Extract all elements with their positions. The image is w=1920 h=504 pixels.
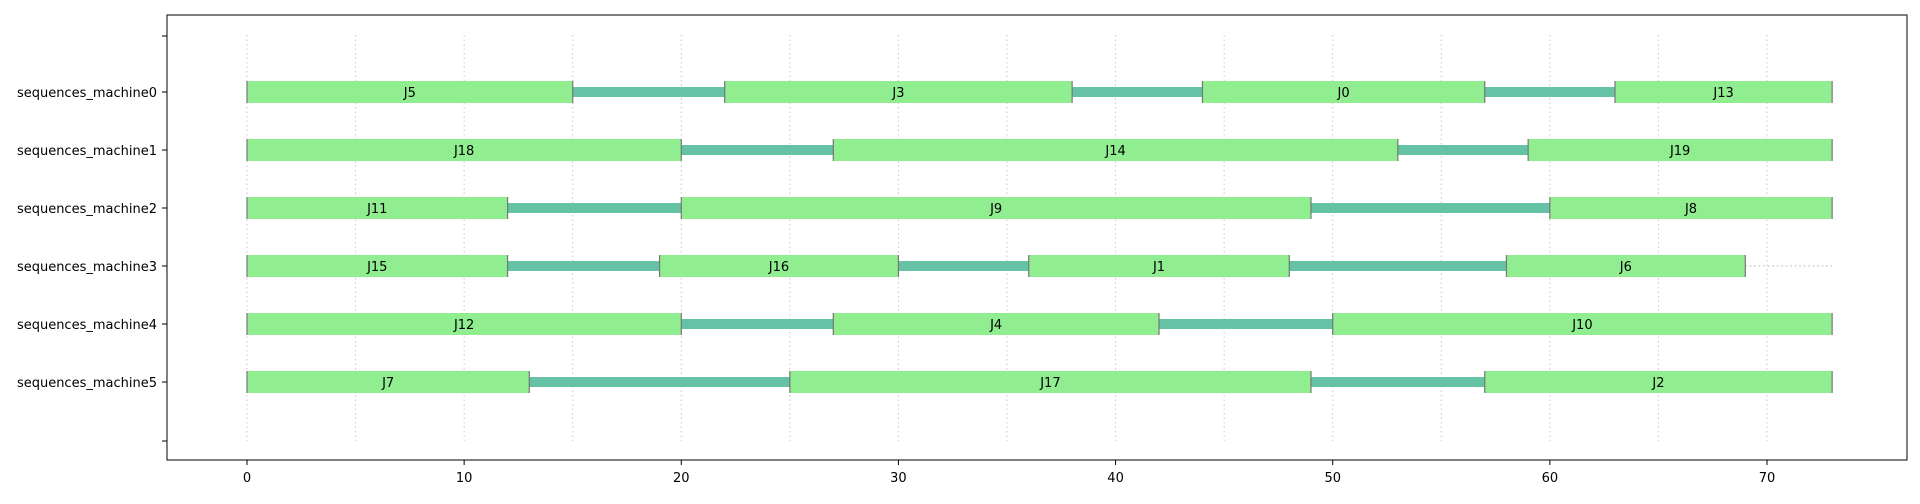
machine-row: J5 J3 J0 J13 sequences_machine0 <box>17 81 1833 103</box>
idle-gap <box>572 87 725 97</box>
machine-row: J18 J14 J19 sequences_machine1 <box>17 139 1833 161</box>
x-tick-label: 10 <box>456 471 473 486</box>
job-bar <box>724 81 1073 103</box>
job-bar <box>247 81 573 103</box>
job-bar <box>789 371 1311 393</box>
job-bar <box>247 371 530 393</box>
idle-gap <box>1159 319 1333 329</box>
job-bar <box>1332 313 1833 335</box>
job-bar <box>247 313 682 335</box>
y-tick-label: sequences_machine5 <box>17 376 157 391</box>
job-label: J12 <box>453 318 474 333</box>
idle-gap <box>1311 203 1550 213</box>
y-tick-label: sequences_machine3 <box>17 260 157 275</box>
job-label: J9 <box>989 202 1002 217</box>
x-tick-label: 0 <box>243 471 251 486</box>
idle-gap <box>898 261 1029 271</box>
job-label: J15 <box>366 260 387 275</box>
job-bar <box>1528 139 1833 161</box>
job-bar <box>1615 81 1833 103</box>
machine-row: J7 J17 J2 sequences_machine5 <box>17 371 1833 393</box>
idle-gap <box>1397 145 1529 155</box>
x-tick-label: 60 <box>1542 471 1559 486</box>
idle-gap <box>681 145 834 155</box>
idle-gap <box>529 377 790 387</box>
job-label: J1 <box>1152 260 1165 275</box>
job-label: J13 <box>1712 86 1733 101</box>
job-bar <box>1506 255 1746 277</box>
idle-gap <box>1484 87 1615 97</box>
job-label: J2 <box>1651 376 1664 391</box>
x-tick-label: 70 <box>1759 471 1776 486</box>
x-tick-label: 30 <box>890 471 907 486</box>
job-label: J16 <box>768 260 789 275</box>
idle-gap <box>1072 87 1203 97</box>
job-label: J6 <box>1619 260 1632 275</box>
axes-frame <box>166 14 1908 461</box>
job-label: J4 <box>989 318 1002 333</box>
job-bar <box>1549 197 1833 219</box>
job-bar <box>247 255 508 277</box>
job-bar <box>247 139 682 161</box>
y-tick-label: sequences_machine0 <box>17 86 157 101</box>
job-bar <box>659 255 899 277</box>
job-label: J14 <box>1104 144 1125 159</box>
machine-row: J12 J4 J10 sequences_machine4 <box>17 313 1833 335</box>
y-tick-label: sequences_machine1 <box>17 144 157 159</box>
job-label: J18 <box>453 144 474 159</box>
idle-gap <box>1311 377 1485 387</box>
job-label: J3 <box>891 86 904 101</box>
x-tick-label: 50 <box>1324 471 1341 486</box>
job-bar <box>833 313 1159 335</box>
job-bar <box>1028 255 1290 277</box>
idle-gap <box>1289 261 1507 271</box>
x-tick-label: 40 <box>1107 471 1124 486</box>
job-label: J17 <box>1039 376 1060 391</box>
job-label: J5 <box>403 86 416 101</box>
job-label: J11 <box>366 202 387 217</box>
job-bar <box>681 197 1311 219</box>
y-tick-label: sequences_machine4 <box>17 318 157 333</box>
x-tick-label: 20 <box>673 471 690 486</box>
machine-row: J11 J9 J8 sequences_machine2 <box>17 197 1833 219</box>
idle-gap <box>507 203 682 213</box>
job-label: J8 <box>1684 202 1697 217</box>
idle-gap <box>507 261 660 271</box>
job-label: J19 <box>1669 144 1690 159</box>
machine-row: J15 J16 J1 J6 sequences_machine3 <box>17 255 1833 277</box>
job-label: J10 <box>1571 318 1592 333</box>
job-bar <box>247 197 508 219</box>
job-bar <box>1202 81 1485 103</box>
job-label: J7 <box>381 376 394 391</box>
job-bar <box>833 139 1398 161</box>
y-tick-label: sequences_machine2 <box>17 202 157 217</box>
job-label: J0 <box>1337 86 1350 101</box>
job-bar <box>1484 371 1833 393</box>
idle-gap <box>681 319 834 329</box>
